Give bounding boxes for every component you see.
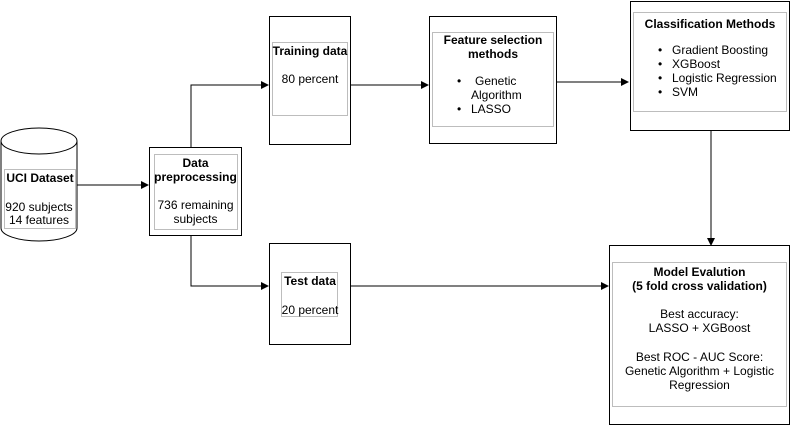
dataset-subjects: 920 subjects	[5, 200, 73, 214]
dataset-title: UCI Dataset	[6, 171, 74, 185]
feature-selection-title-line1: Feature selection	[443, 33, 543, 47]
arrow-preprocessing-to-test	[190, 236, 269, 290]
preprocessing-inner-box	[154, 154, 238, 230]
feature-selection-list: Genetic Algorithm LASSO	[455, 74, 555, 116]
feature-method-label: LASSO	[471, 102, 512, 116]
evaluation-title-line1: Model Evalution	[653, 265, 746, 279]
classification-method-label: SVM	[672, 85, 699, 99]
classification-method-item: Logistic Regression	[656, 71, 790, 85]
feature-selection-title-line2: methods	[467, 47, 518, 61]
dataset-label-box	[4, 169, 76, 229]
evaluation-inner-box	[612, 262, 787, 407]
evaluation-accuracy-value: LASSO + XGBoost	[648, 321, 751, 335]
test-inner-box	[281, 272, 338, 317]
preprocessing-remaining-line1: 736 remaining	[157, 198, 234, 212]
arrow-preprocessing-to-training	[190, 81, 269, 147]
test-title: Test data	[284, 274, 336, 288]
evaluation-roc-value-line2: Regression	[669, 378, 730, 392]
evaluation-roc-value-line1: Genetic Algorithm + Logistic	[624, 364, 775, 378]
feature-method-item: Genetic Algorithm	[455, 74, 555, 102]
feature-method-label: Genetic	[475, 74, 517, 88]
training-title: Training data	[272, 44, 348, 58]
uci-dataset-node: UCI Dataset 920 subjects 14 features	[0, 127, 78, 243]
classification-title: Classification Methods	[644, 17, 776, 31]
classification-method-item: XGBoost	[656, 57, 790, 71]
preprocessing-title-line1: Data	[182, 156, 209, 170]
classification-method-item: SVM	[656, 85, 790, 99]
training-inner-box	[272, 42, 348, 116]
preprocessing-title-line2: preprocessing	[154, 170, 237, 184]
classification-method-label: XGBoost	[672, 57, 721, 71]
classification-method-label: Gradient Boosting	[672, 43, 769, 57]
classification-method-item: Gradient Boosting	[656, 43, 790, 57]
classification-list: Gradient Boosting XGBoost Logistic Regre…	[656, 43, 790, 99]
feature-method-item: LASSO	[455, 102, 555, 116]
dataset-features: 14 features	[8, 213, 70, 227]
evaluation-roc-label: Best ROC - AUC Score:	[635, 350, 764, 364]
evaluation-accuracy-label: Best accuracy:	[660, 307, 739, 321]
test-percent: 20 percent	[281, 303, 339, 317]
classification-method-label: Logistic Regression	[672, 71, 777, 85]
evaluation-title-line2: (5 fold cross validation)	[632, 279, 767, 293]
preprocessing-remaining-line2: subjects	[173, 212, 218, 226]
feature-method-label-cont: Algorithm	[471, 88, 522, 102]
training-percent: 80 percent	[281, 72, 339, 86]
